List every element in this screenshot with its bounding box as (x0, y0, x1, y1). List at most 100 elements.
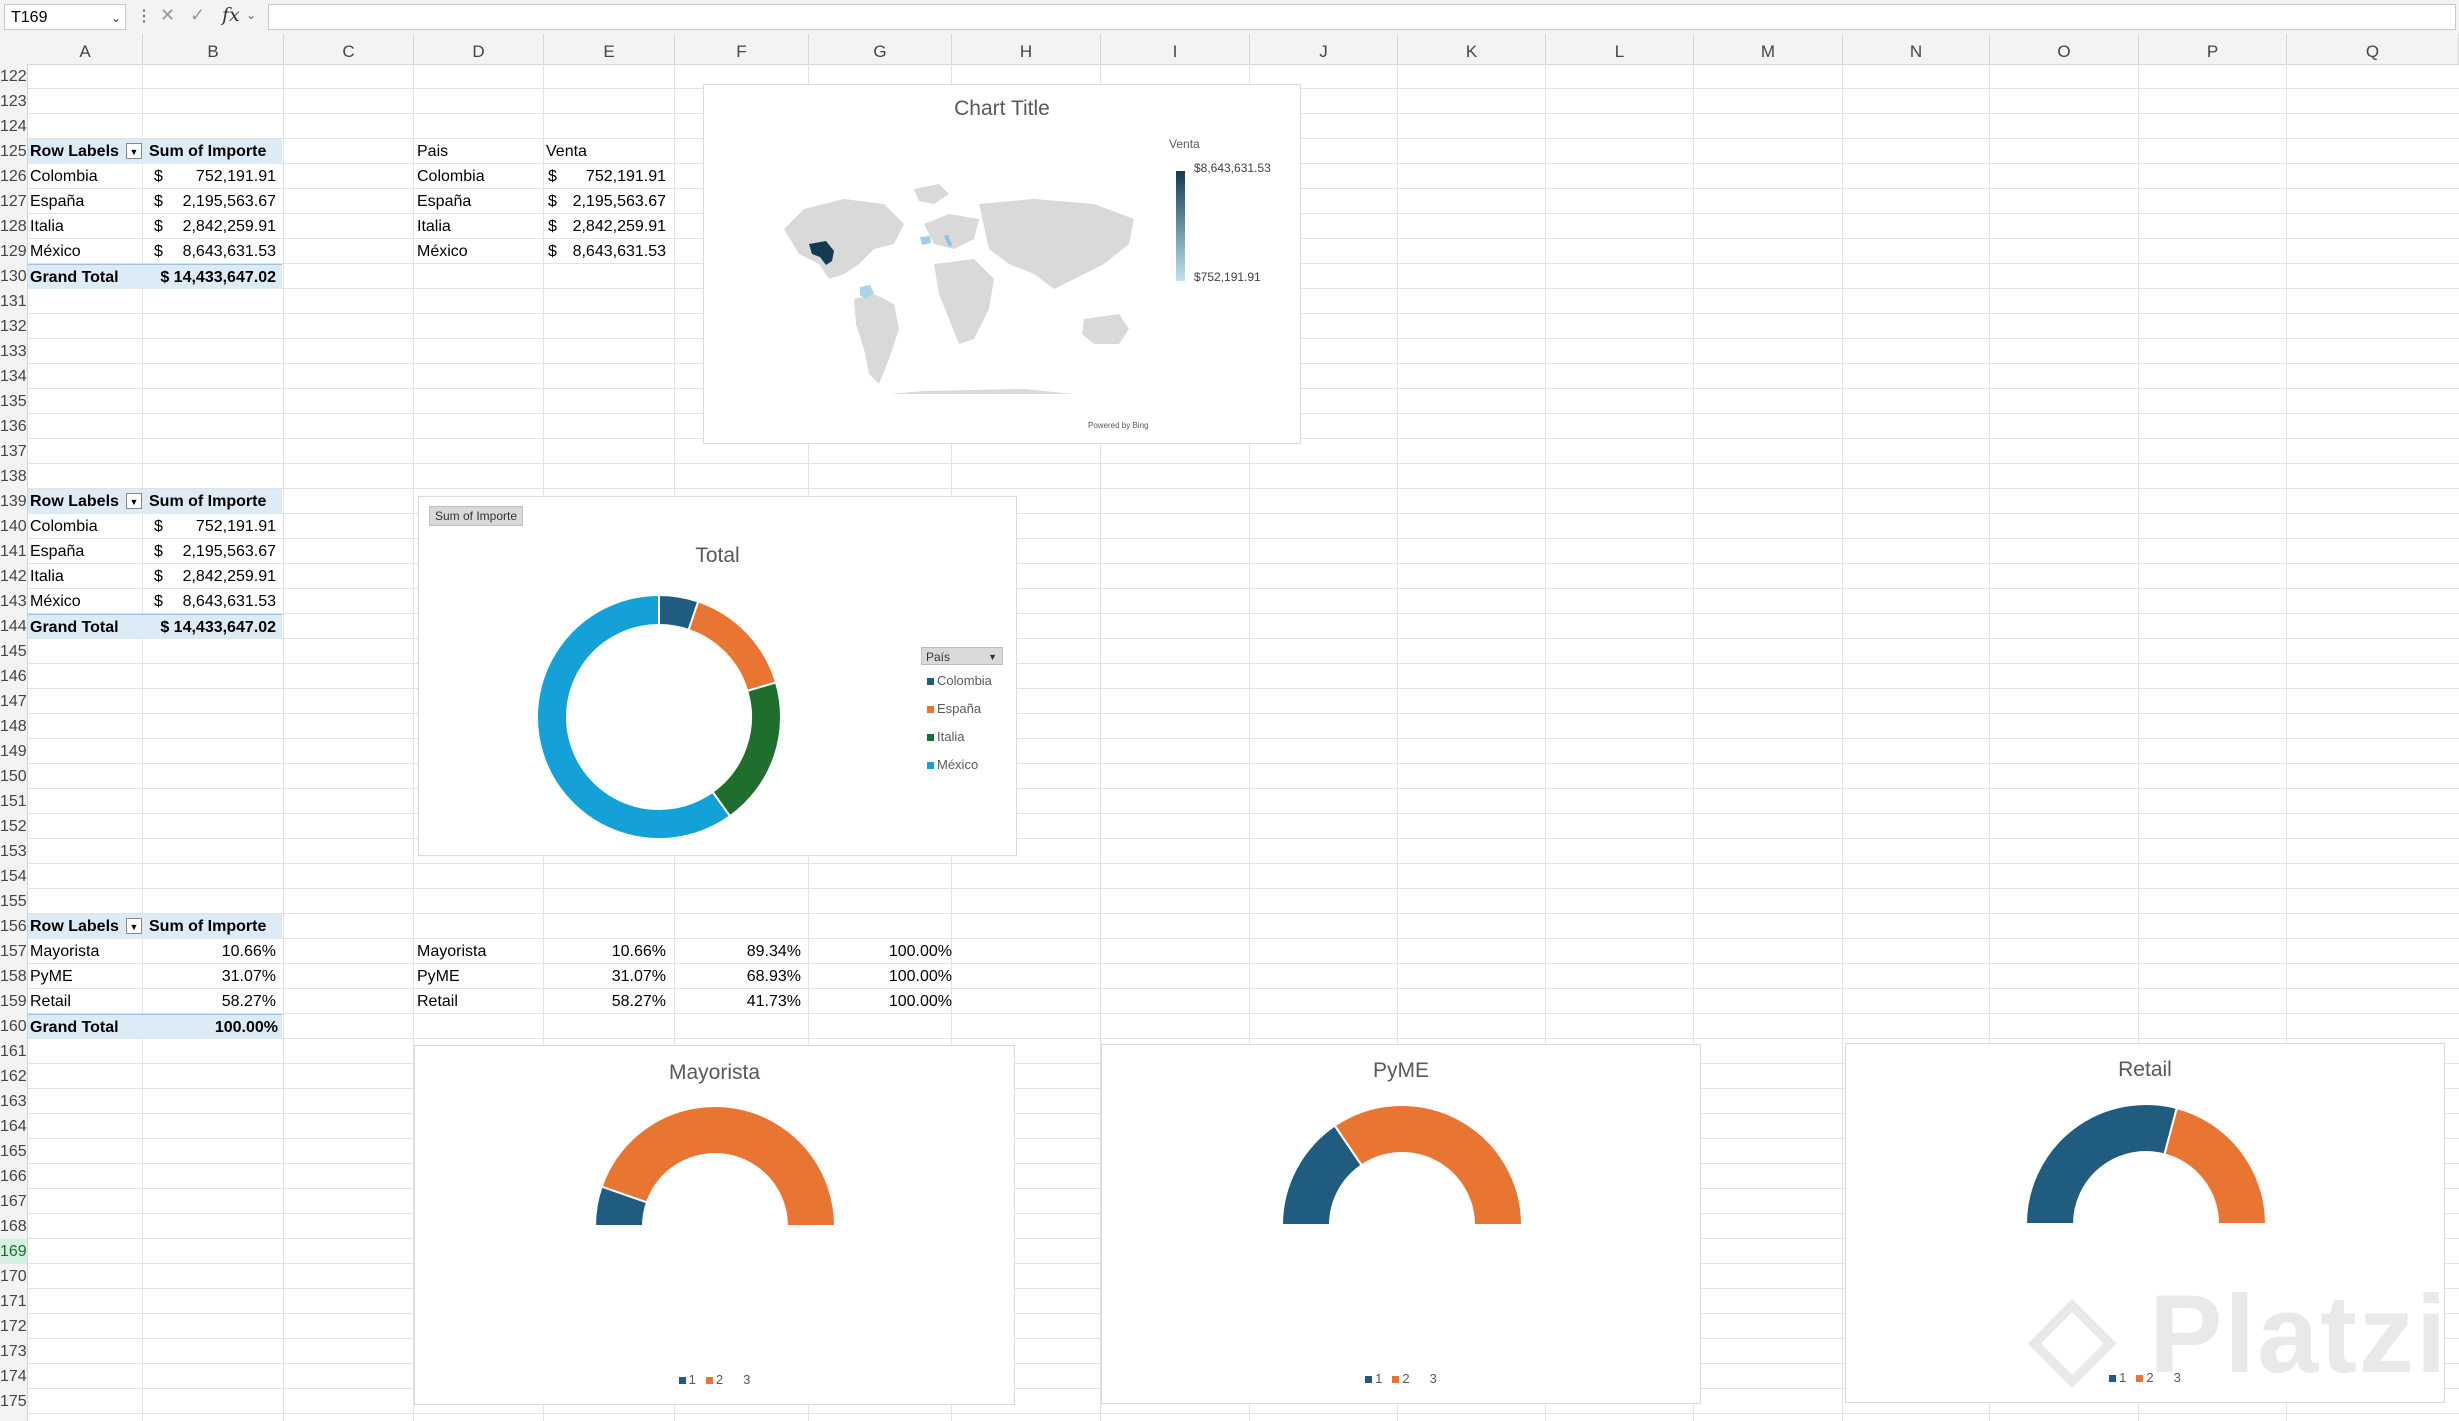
table-value[interactable]: 89.34% (675, 939, 805, 964)
gauge-slice-2[interactable] (1335, 1105, 1522, 1225)
row-header-135[interactable]: 135 (0, 389, 27, 414)
row-header-160[interactable]: 160 (0, 1014, 27, 1039)
column-header-q[interactable]: Q (2287, 34, 2459, 64)
row-header-141[interactable]: 141 (0, 539, 27, 564)
field-button-sum-importe[interactable]: Sum of Importe (429, 506, 523, 526)
chevron-down-icon[interactable]: ⌄ (246, 8, 256, 22)
check-icon[interactable]: ✓ (190, 5, 205, 26)
table-value[interactable]: 41.73% (675, 989, 805, 1014)
column-header-p[interactable]: P (2139, 34, 2287, 64)
row-header-165[interactable]: 165 (0, 1139, 27, 1164)
row-header-151[interactable]: 151 (0, 789, 27, 814)
gauge-chart-mayorista[interactable]: Mayorista 123 (414, 1045, 1015, 1405)
pivot-row-label[interactable]: México (28, 589, 143, 614)
row-header-124[interactable]: 124 (0, 114, 27, 139)
row-header-164[interactable]: 164 (0, 1114, 27, 1139)
row-header-125[interactable]: 125 (0, 139, 27, 164)
table-currency[interactable]: $ (548, 189, 568, 214)
row-header-170[interactable]: 170 (0, 1264, 27, 1289)
table-value[interactable]: 31.07% (544, 964, 668, 989)
row-header-128[interactable]: 128 (0, 214, 27, 239)
pivot-currency[interactable]: $ (154, 214, 174, 239)
row-header-143[interactable]: 143 (0, 589, 27, 614)
pivot-value[interactable]: 58.27% (146, 989, 280, 1014)
donut-slice-españa[interactable] (689, 601, 776, 690)
chart-title[interactable]: Mayorista (415, 1061, 1014, 1085)
table-value[interactable]: 100.00% (809, 939, 954, 964)
map-chart[interactable]: Chart Title Venta $8,643,631.53 $752,191… (703, 84, 1301, 444)
row-header-137[interactable]: 137 (0, 439, 27, 464)
row-header-146[interactable]: 146 (0, 664, 27, 689)
column-header-c[interactable]: C (284, 34, 414, 64)
row-header-173[interactable]: 173 (0, 1339, 27, 1364)
pivot-grand-total-value[interactable]: $ 14,433,647.02 (146, 264, 282, 289)
table-value[interactable]: 58.27% (544, 989, 668, 1014)
row-header-171[interactable]: 171 (0, 1289, 27, 1314)
row-header-147[interactable]: 147 (0, 689, 27, 714)
row-header-134[interactable]: 134 (0, 364, 27, 389)
pivot-row-label[interactable]: España (28, 539, 143, 564)
row-header-169[interactable]: 169 (0, 1239, 27, 1264)
row-header-162[interactable]: 162 (0, 1064, 27, 1089)
table-row-label[interactable]: Retail (415, 989, 543, 1014)
pivot-grand-total-label[interactable]: Grand Total (28, 1014, 146, 1039)
pivot-row-label[interactable]: México (28, 239, 143, 264)
table-row-label[interactable]: Mayorista (415, 939, 543, 964)
chart-title[interactable]: Chart Title (704, 97, 1300, 121)
pivot-currency[interactable]: $ (154, 189, 174, 214)
pivot-value[interactable]: 752,191.91 (172, 514, 276, 539)
dropdown-icon[interactable]: ▼ (988, 648, 997, 666)
pivot-grand-total-label[interactable]: Grand Total (28, 264, 146, 289)
column-header-k[interactable]: K (1398, 34, 1546, 64)
row-header-155[interactable]: 155 (0, 889, 27, 914)
column-header-o[interactable]: O (1990, 34, 2139, 64)
gauge-chart-pyme[interactable]: PyME 1 2 3 (1101, 1044, 1701, 1404)
row-header-127[interactable]: 127 (0, 189, 27, 214)
pivot-currency[interactable]: $ (154, 164, 174, 189)
pivot-value[interactable]: 752,191.91 (172, 164, 276, 189)
legend-entry[interactable]: 2 (706, 1372, 723, 1387)
pivot-header-sum[interactable]: Sum of Importe (146, 914, 282, 939)
table-header-venta[interactable]: Venta (544, 139, 672, 164)
cancel-icon[interactable]: ✕ (160, 5, 175, 26)
formula-input[interactable] (268, 4, 2456, 30)
pivot-currency[interactable]: $ (154, 239, 174, 264)
table-value[interactable]: 100.00% (809, 989, 954, 1014)
chart-title[interactable]: Total (419, 544, 1016, 568)
pivot-value[interactable]: 2,195,563.67 (172, 189, 276, 214)
column-header-d[interactable]: D (414, 34, 544, 64)
column-header-e[interactable]: E (544, 34, 675, 64)
row-header-139[interactable]: 139 (0, 489, 27, 514)
chart-title[interactable]: Retail (1846, 1058, 2444, 1082)
table-value[interactable]: 68.93% (675, 964, 805, 989)
row-header-130[interactable]: 130 (0, 264, 27, 289)
insert-function-icon[interactable]: fx (222, 4, 240, 26)
row-header-148[interactable]: 148 (0, 714, 27, 739)
pivot-row-label[interactable]: Retail (28, 989, 143, 1014)
pivot-grand-total-value[interactable]: $ 14,433,647.02 (146, 614, 282, 639)
row-header-136[interactable]: 136 (0, 414, 27, 439)
legend-entry[interactable]: 1 (679, 1372, 696, 1387)
row-header-145[interactable]: 145 (0, 639, 27, 664)
legend-field-button-pais[interactable]: País ▼ (921, 647, 1003, 665)
column-header-g[interactable]: G (809, 34, 952, 64)
table-row-label[interactable]: México (415, 239, 543, 264)
row-header-161[interactable]: 161 (0, 1039, 27, 1064)
table-currency[interactable]: $ (548, 214, 568, 239)
pivot-row-label[interactable]: Colombia (28, 164, 143, 189)
pivot-row-label[interactable]: España (28, 189, 143, 214)
legend-entry[interactable]: 2 (1392, 1371, 1409, 1386)
row-header-152[interactable]: 152 (0, 814, 27, 839)
pivot-row-label[interactable]: Italia (28, 214, 143, 239)
row-header-140[interactable]: 140 (0, 514, 27, 539)
legend-entry[interactable]: 3 (733, 1372, 750, 1387)
table-row-label[interactable]: PyME (415, 964, 543, 989)
pivot-row-label[interactable]: Mayorista (28, 939, 143, 964)
legend-entry[interactable]: 3 (1420, 1371, 1437, 1386)
pivot-value[interactable]: 31.07% (146, 964, 280, 989)
legend-entry[interactable]: 1 (1365, 1371, 1382, 1386)
row-header-122[interactable]: 122 (0, 64, 27, 89)
row-header-175[interactable]: 175 (0, 1389, 27, 1414)
pivot-header-sum[interactable]: Sum of Importe (146, 489, 282, 514)
more-options-icon[interactable]: ⋮ (136, 6, 152, 26)
